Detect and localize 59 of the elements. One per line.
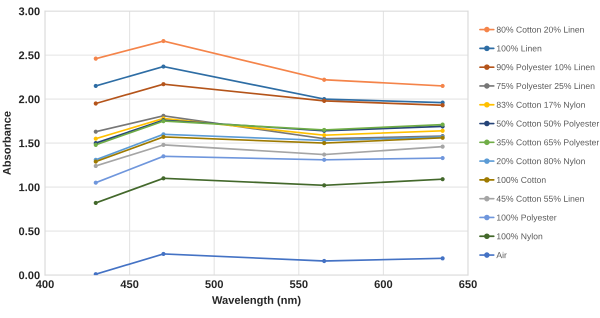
point xyxy=(161,38,166,44)
y-tick-label: 2.00 xyxy=(18,95,40,104)
x-tick-label: 600 xyxy=(374,280,392,288)
legend-label: 50% Cotton 50% Polyester xyxy=(496,120,600,128)
point xyxy=(322,158,326,162)
point xyxy=(94,164,98,168)
x-tick-label: 550 xyxy=(290,280,308,288)
point xyxy=(161,176,166,180)
point xyxy=(322,183,326,188)
legend-label: 45% Cotton 55% Linen xyxy=(496,195,584,202)
point xyxy=(94,130,98,134)
legend-label: 90% Polyester 10% Linen xyxy=(496,64,594,72)
point xyxy=(322,152,326,157)
y-tick-label: 2.50 xyxy=(18,51,40,60)
legend-label: 20% Cotton 80% Nylon xyxy=(496,158,585,166)
legend-label: 100% Cotton xyxy=(497,176,546,183)
point xyxy=(440,156,445,160)
y-tick-label: 0.00 xyxy=(18,271,40,280)
point xyxy=(440,103,445,108)
point xyxy=(161,252,166,256)
legend-label: 75% Polyester 25% Linen xyxy=(496,82,594,91)
point xyxy=(94,101,98,106)
y-tick-label: 1.50 xyxy=(19,139,40,148)
point xyxy=(94,84,98,88)
x-tick-label: 400 xyxy=(36,280,54,288)
point xyxy=(440,177,445,182)
point xyxy=(161,154,166,158)
point xyxy=(322,133,326,138)
legend-label: 83% Cotton 17% Nylon xyxy=(496,102,585,110)
point xyxy=(94,136,98,141)
point xyxy=(161,142,166,147)
y-tick-label: 3.00 xyxy=(18,7,40,16)
point xyxy=(322,78,326,82)
point xyxy=(440,144,445,149)
point xyxy=(161,64,166,69)
y-tick-label: 1.00 xyxy=(19,183,40,192)
legend-label: Air xyxy=(496,252,507,258)
point xyxy=(94,272,98,276)
legend-label: 100% Linen xyxy=(497,45,542,52)
point xyxy=(322,258,326,264)
y-tick-label: 0.50 xyxy=(18,227,40,236)
x-axis-title: Wavelength (nm) xyxy=(212,296,300,306)
legend-label: 100% Nylon xyxy=(497,233,542,242)
x-tick-label: 450 xyxy=(120,280,138,288)
legend-label: 35% Cotton 65% Polyester xyxy=(496,139,600,148)
y-axis-title: Absorbance xyxy=(2,111,11,175)
legend-label: 80% Cotton 20% Linen xyxy=(496,26,584,33)
point xyxy=(161,134,166,140)
point xyxy=(161,82,166,86)
legend-label: 100% Polyester xyxy=(497,214,557,222)
point xyxy=(94,180,98,185)
x-tick-label: 650 xyxy=(459,280,477,288)
point xyxy=(94,200,98,206)
point xyxy=(440,128,445,133)
point xyxy=(440,256,445,260)
point xyxy=(322,141,326,146)
point xyxy=(94,56,98,61)
x-tick-label: 500 xyxy=(205,280,224,288)
point xyxy=(440,84,445,88)
